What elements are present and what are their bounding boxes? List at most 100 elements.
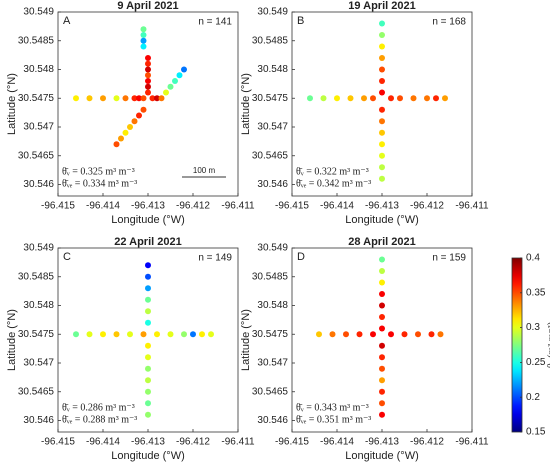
point	[136, 95, 142, 102]
y-tick-label: 30.546	[23, 415, 54, 426]
point	[145, 342, 151, 349]
point	[388, 95, 394, 102]
point	[158, 95, 165, 102]
x-tick-label: -96.415	[41, 437, 75, 448]
annotation: θ̄ᵥ = 0.286 m³ m⁻³	[62, 402, 135, 413]
point	[379, 268, 385, 274]
n-label: n = 159	[432, 253, 466, 264]
x-tick-label: -96.412	[410, 201, 444, 212]
point	[379, 43, 385, 50]
point	[140, 32, 147, 38]
y-tick-label: 30.5485	[252, 35, 289, 46]
point	[145, 388, 151, 395]
point	[320, 95, 327, 102]
x-tick-label: -96.411	[221, 201, 255, 212]
point	[356, 331, 363, 338]
point	[145, 285, 151, 292]
point	[379, 256, 385, 263]
y-tick-label: 30.5475	[252, 93, 289, 104]
y-tick-label: 30.5475	[252, 329, 289, 340]
panel-label: C	[63, 251, 71, 263]
annotation: θ̄ᵥ = 0.325 m³ m⁻³	[62, 166, 135, 177]
y-tick-label: 30.548	[23, 300, 54, 311]
x-tick-label: -96.413	[131, 201, 165, 212]
point	[86, 331, 93, 338]
point	[181, 331, 187, 338]
y-tick-label: 30.5465	[18, 386, 55, 397]
point	[190, 331, 196, 338]
x-tick-label: -96.413	[131, 437, 165, 448]
point	[145, 72, 151, 79]
annotation: θ̄ᵥₑ = 0.342 m³ m⁻³	[296, 178, 371, 189]
x-tick-label: -96.414	[86, 437, 120, 448]
point	[140, 37, 147, 44]
point	[379, 106, 385, 113]
point	[410, 95, 417, 102]
y-tick-label: 30.548	[257, 300, 288, 311]
point	[424, 95, 430, 102]
annotation: θ̄ᵥ = 0.322 m³ m⁻³	[296, 166, 369, 177]
y-tick-label: 30.5465	[18, 150, 55, 161]
y-tick-label: 30.5485	[18, 35, 55, 46]
point	[131, 118, 138, 125]
y-tick-label: 30.547	[23, 122, 54, 133]
panel-label: B	[297, 15, 304, 27]
point	[145, 78, 151, 84]
y-tick-label: 30.5465	[252, 386, 289, 397]
y-tick-label: 30.546	[23, 179, 54, 190]
x-axis-label: Longitude (°W)	[345, 214, 419, 226]
point	[347, 95, 354, 102]
point	[343, 331, 349, 338]
point	[145, 55, 151, 61]
point	[379, 20, 385, 27]
point	[113, 95, 120, 102]
point	[140, 26, 147, 33]
point	[167, 331, 174, 338]
x-tick-label: -96.411	[455, 201, 489, 212]
point	[154, 331, 160, 338]
point	[379, 66, 385, 73]
point	[437, 331, 444, 338]
x-axis-label: Longitude (°W)	[345, 450, 419, 462]
plot-area	[57, 11, 239, 197]
x-tick-label: -96.412	[176, 201, 210, 212]
point	[379, 411, 385, 418]
point	[361, 95, 367, 102]
y-axis-label: Latitude (°N)	[240, 73, 252, 135]
x-axis-label: Longitude (°W)	[111, 214, 185, 226]
point	[379, 118, 385, 125]
colorbar-tick-label: 0.35	[526, 287, 546, 298]
x-tick-label: -96.414	[320, 201, 354, 212]
colorbar-tick-label: 0.15	[526, 427, 546, 438]
point	[181, 66, 187, 73]
y-tick-label: 30.548	[257, 64, 288, 75]
point	[401, 331, 408, 338]
point	[316, 331, 322, 338]
n-label: n = 168	[432, 17, 466, 28]
point	[415, 331, 421, 338]
point	[379, 152, 385, 159]
point	[176, 72, 183, 79]
point	[140, 331, 147, 338]
point	[163, 89, 169, 96]
point	[199, 331, 205, 338]
point	[379, 55, 385, 61]
y-axis-label: Latitude (°N)	[6, 73, 18, 135]
point	[86, 95, 93, 102]
point	[149, 95, 156, 102]
y-axis-label: Latitude (°N)	[240, 309, 252, 371]
y-tick-label: 30.5475	[18, 329, 55, 340]
point	[145, 400, 151, 407]
annotation: θ̄ᵥₑ = 0.288 m³ m⁻³	[62, 414, 137, 425]
panel-label: D	[297, 251, 305, 263]
point	[379, 354, 385, 361]
point	[379, 302, 385, 309]
chart-title: 19 April 2021	[348, 0, 415, 12]
point	[379, 325, 385, 332]
point	[122, 129, 129, 136]
point	[145, 296, 151, 303]
annotation: θ̄ᵥₑ = 0.334 m³ m⁻³	[62, 178, 137, 189]
n-label: n = 149	[198, 253, 232, 264]
point	[136, 112, 142, 119]
colorbar	[511, 257, 523, 433]
